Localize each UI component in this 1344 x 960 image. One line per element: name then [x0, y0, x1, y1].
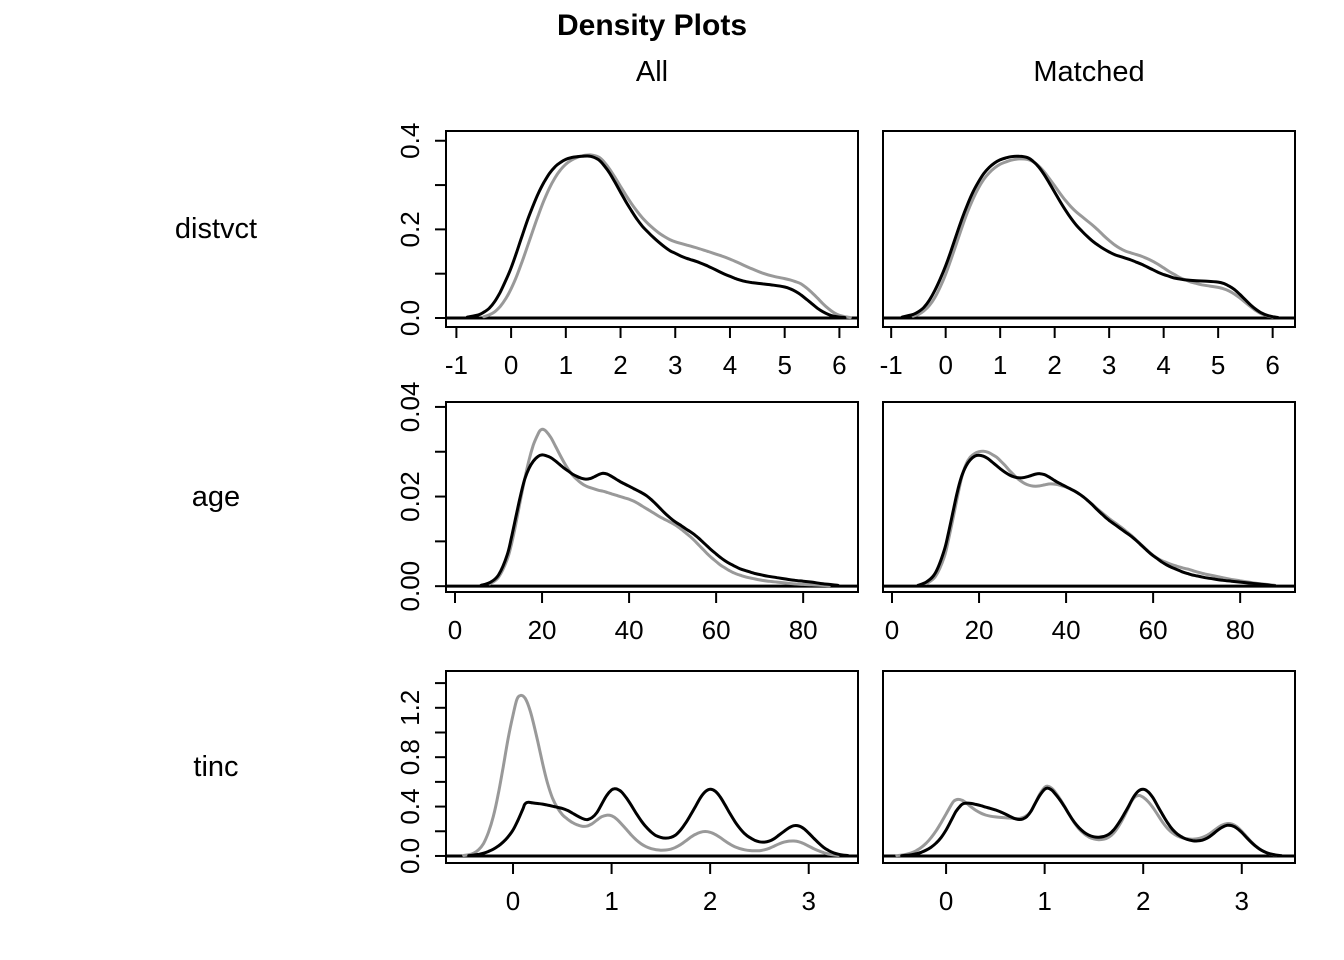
x-tick-label: 20 [528, 615, 557, 645]
y-tick-label: 0.4 [395, 123, 425, 159]
density-curve-gray [488, 427, 831, 588]
x-tick-label: 5 [1211, 350, 1225, 380]
x-tick-label: -1 [445, 350, 468, 380]
plot-frame [445, 401, 859, 593]
density-curve-gray [925, 449, 1277, 587]
x-tick-label: 1 [1037, 886, 1051, 916]
x-tick-label: 5 [777, 350, 791, 380]
density-curve-gray [911, 157, 1275, 319]
x-tick-label: -1 [880, 350, 903, 380]
x-tick-label: 60 [1139, 615, 1168, 645]
y-tick-label: 0.0 [395, 300, 425, 336]
column-header-all: All [635, 56, 669, 88]
density-panel-age-all: 0 20 40 60 80 0.00 0.02 0.04 [395, 382, 859, 645]
density-panel-tinc-all: 0 1 2 3 0.0 0.4 0.8 1.2 [395, 670, 859, 916]
x-tick-label: 0 [506, 886, 520, 916]
x-tick-label: 1 [993, 350, 1007, 380]
x-tick-label: 3 [668, 350, 682, 380]
density-panel-distvct-all: -1 0 1 2 3 4 5 6 0.0 0.2 0.4 [395, 123, 859, 380]
y-tick-label: 0.00 [395, 561, 425, 612]
x-tick-label: 0 [504, 350, 518, 380]
x-tick-label: 2 [1047, 350, 1061, 380]
density-panel-tinc-matched: 0 1 2 3 [882, 670, 1296, 916]
row-label-tinc: tinc [193, 751, 239, 783]
density-curve-black [465, 154, 847, 320]
density-panel-distvct-matched: -1 0 1 2 3 4 5 6 [880, 130, 1296, 380]
y-tick-label: 0.02 [395, 471, 425, 522]
density-curve-gray [895, 784, 1278, 858]
x-tick-label: 4 [723, 350, 737, 380]
y-tick-label: 1.2 [395, 690, 425, 726]
x-tick-label: 3 [1102, 350, 1116, 380]
column-header-matched: Matched [1033, 56, 1145, 88]
x-tick-label: 6 [1265, 350, 1279, 380]
x-tick-label: 0 [885, 615, 899, 645]
row-label-age: age [191, 481, 241, 513]
x-tick-label: 0 [938, 350, 952, 380]
density-curve-black [479, 453, 840, 587]
density-curve-black [916, 453, 1277, 588]
y-tick-label: 0.4 [395, 788, 425, 824]
x-tick-label: 80 [1226, 615, 1255, 645]
figure-title: Density Plots [556, 9, 748, 42]
density-panel-age-matched: 0 20 40 60 80 [882, 401, 1296, 645]
density-curve-black [900, 154, 1280, 320]
x-tick-label: 4 [1156, 350, 1170, 380]
y-tick-label: 0.2 [395, 211, 425, 247]
y-tick-label: 0.04 [395, 382, 425, 433]
x-tick-label: 3 [801, 886, 815, 916]
x-tick-label: 40 [615, 615, 644, 645]
x-tick-label: 0 [939, 886, 953, 916]
x-tick-label: 2 [703, 886, 717, 916]
x-tick-label: 2 [613, 350, 627, 380]
density-curve-gray [462, 693, 840, 857]
x-tick-label: 6 [832, 350, 846, 380]
x-tick-label: 80 [789, 615, 818, 645]
plot-frame [882, 130, 1296, 328]
plot-frame [445, 670, 859, 864]
x-tick-label: 1 [559, 350, 573, 380]
y-tick-label: 0.0 [395, 838, 425, 874]
row-label-distvct: distvct [174, 213, 258, 245]
x-tick-label: 0 [448, 615, 462, 645]
x-tick-label: 40 [1052, 615, 1081, 645]
x-tick-label: 60 [702, 615, 731, 645]
x-tick-label: 1 [604, 886, 618, 916]
plot-frame [882, 401, 1296, 593]
x-tick-label: 20 [965, 615, 994, 645]
density-curve-black [900, 786, 1283, 858]
x-tick-label: 2 [1136, 886, 1150, 916]
y-tick-label: 0.8 [395, 739, 425, 775]
density-curve-gray [482, 153, 852, 320]
density-curve-black [467, 787, 850, 858]
plot-frame [882, 670, 1296, 864]
x-tick-label: 3 [1235, 886, 1249, 916]
